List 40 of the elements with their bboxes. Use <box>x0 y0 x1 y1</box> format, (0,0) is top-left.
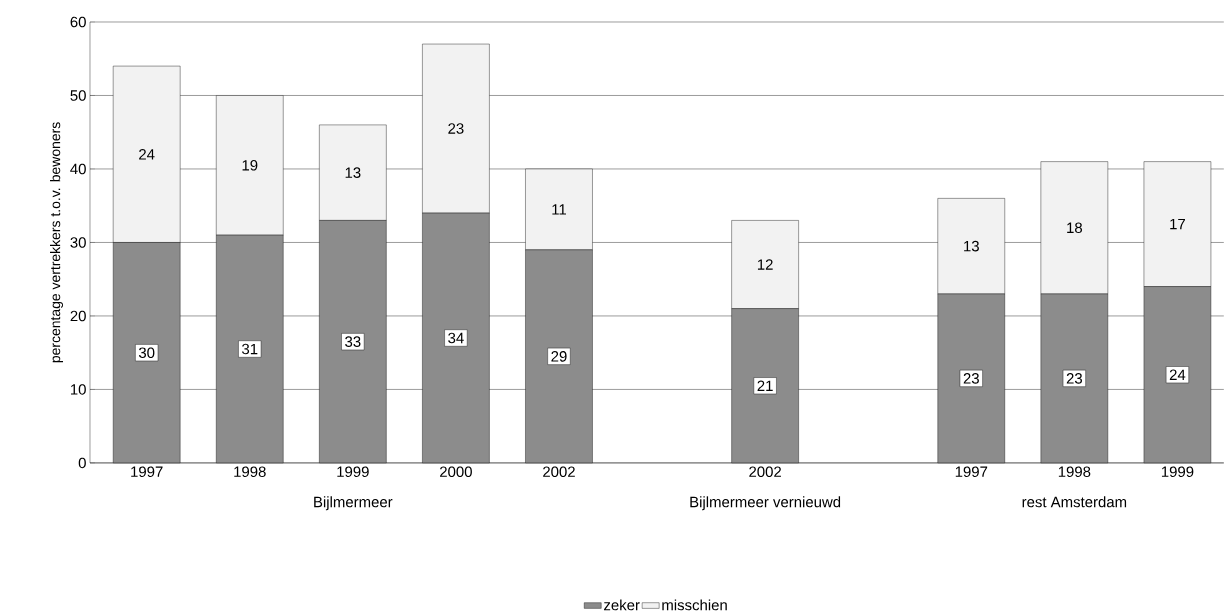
data-label: 23 <box>448 123 464 134</box>
x-tick-label: 1999 <box>1161 466 1194 478</box>
legend-label: misschien <box>662 599 727 611</box>
data-label: 18 <box>1067 222 1083 234</box>
data-label: 30 <box>138 347 155 359</box>
data-label: 34 <box>448 332 464 344</box>
y-tick-label: 30 <box>70 237 86 248</box>
y-tick-label: 0 <box>78 457 86 469</box>
x-tick-label: 1997 <box>131 466 163 478</box>
data-label: 17 <box>1170 219 1185 230</box>
data-label: 24 <box>139 149 155 160</box>
data-label: 31 <box>242 343 258 355</box>
x-tick-label: 1997 <box>955 466 988 478</box>
x-tick-label: 1998 <box>1058 466 1091 478</box>
x-tick-label: 2002 <box>749 466 781 478</box>
data-label: 13 <box>345 167 361 179</box>
data-label: 13 <box>964 240 979 252</box>
x-tick-label: 2000 <box>440 466 472 478</box>
data-label: 23 <box>963 373 979 384</box>
data-label: 12 <box>757 259 773 270</box>
x-tick-label: 1998 <box>234 466 266 478</box>
y-tick-label: 60 <box>70 16 86 28</box>
data-label: 23 <box>1066 373 1083 384</box>
data-label: 21 <box>757 380 773 392</box>
data-label: 33 <box>345 336 361 348</box>
data-label: 19 <box>242 160 258 171</box>
text: Bijlmermeer vernieuwd <box>690 496 841 511</box>
text: rest Amsterdam <box>1022 496 1127 508</box>
y-tick-label: 20 <box>70 310 86 322</box>
y-tick-label: 40 <box>70 163 86 175</box>
x-tick-label: 2002 <box>543 466 575 478</box>
x-tick-label: 1999 <box>337 466 369 478</box>
y-tick-label: 10 <box>70 384 86 395</box>
data-label: 11 <box>552 204 566 215</box>
legend-label: zeker <box>604 599 640 611</box>
data-label: 24 <box>1169 369 1186 381</box>
y-tick-label: 50 <box>70 90 86 101</box>
y-axis-title: percentage vertrekkers t.o.v. bewoners <box>50 122 64 363</box>
text: Bijlmermeer <box>314 496 393 511</box>
data-label: 29 <box>551 351 567 362</box>
